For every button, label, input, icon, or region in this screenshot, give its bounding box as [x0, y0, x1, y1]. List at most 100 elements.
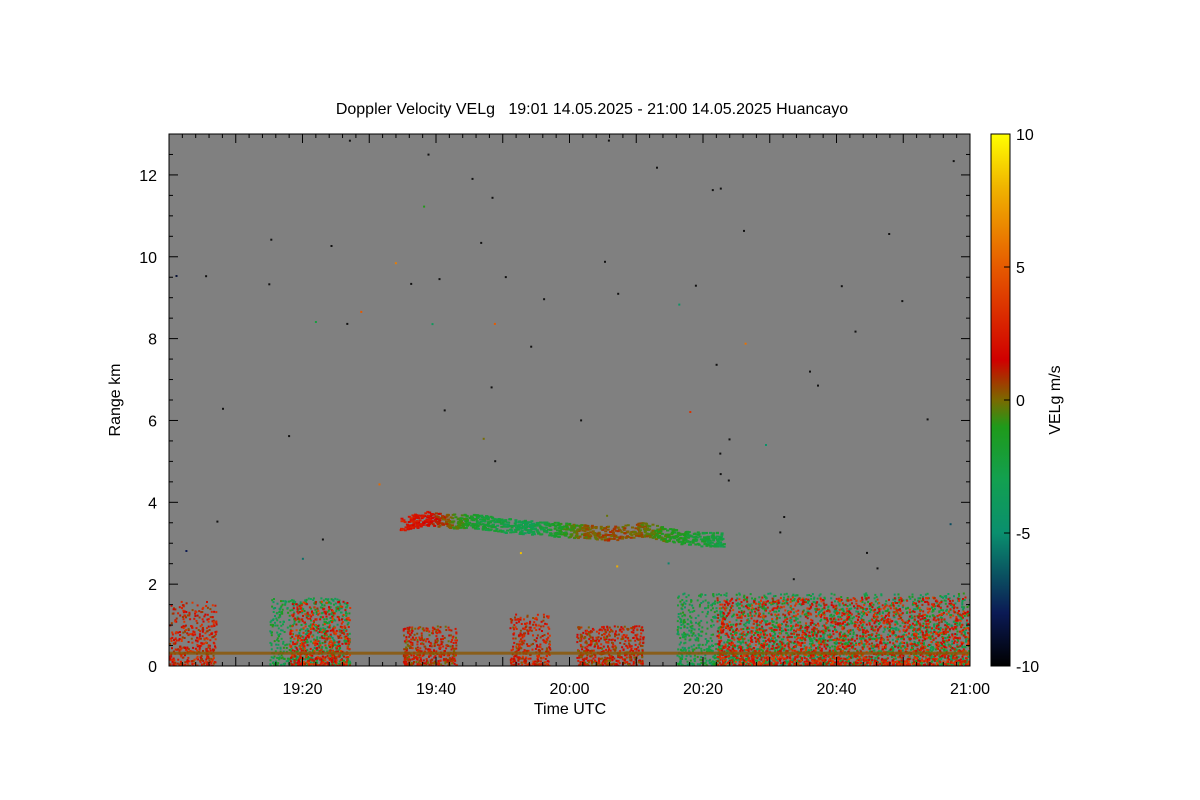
echo-pixel — [303, 647, 306, 650]
echo-pixel — [957, 663, 960, 666]
echo-pixel — [823, 632, 826, 635]
echo-pixel — [212, 650, 215, 653]
echo-pixel — [689, 615, 692, 618]
echo-pixel — [596, 662, 599, 665]
echo-pixel — [404, 663, 407, 666]
echo-pixel — [339, 605, 342, 608]
echo-pixel — [585, 642, 588, 645]
echo-pixel — [270, 644, 273, 647]
echo-pixel — [429, 648, 432, 651]
echo-pixel — [826, 634, 829, 637]
echo-pixel — [776, 603, 779, 606]
echo-pixel — [711, 639, 713, 642]
echo-pixel — [321, 646, 324, 648]
echo-pixel — [816, 597, 819, 600]
echo-pixel — [187, 627, 190, 630]
echo-pixel — [329, 602, 332, 605]
echo-pixel — [844, 642, 847, 645]
echo-pixel — [432, 664, 435, 666]
echo-pixel — [337, 617, 340, 620]
echo-pixel — [831, 625, 834, 628]
echo-pixel — [852, 631, 855, 634]
echo-pixel — [301, 620, 304, 623]
echo-pixel — [187, 633, 190, 636]
echo-pixel — [783, 596, 785, 599]
echo-pixel — [214, 621, 217, 624]
echo-pixel — [613, 657, 616, 660]
echo-data-layer — [169, 139, 970, 666]
echo-pixel — [936, 631, 939, 634]
echo-pixel — [296, 606, 299, 609]
echo-pixel — [764, 620, 767, 623]
echo-pixel — [946, 640, 949, 643]
echo-pixel — [406, 643, 409, 646]
echo-pixel — [408, 655, 410, 658]
echo-pixel — [774, 649, 777, 652]
echo-pixel — [838, 603, 841, 606]
echo-pixel — [772, 625, 775, 628]
echo-pixel — [919, 609, 921, 611]
echo-pixel — [781, 623, 783, 625]
echo-pixel — [851, 622, 854, 625]
echo-pixel — [548, 634, 551, 637]
echo-pixel — [277, 633, 280, 636]
echo-pixel — [699, 630, 702, 633]
echo-pixel — [584, 641, 587, 644]
echo-pixel — [790, 626, 793, 629]
echo-pixel — [438, 644, 441, 647]
echo-pixel — [711, 607, 714, 610]
echo-pixel — [349, 654, 351, 657]
echo-pixel — [895, 628, 898, 631]
echo-pixel — [172, 612, 175, 615]
echo-pixel — [283, 631, 286, 633]
echo-pixel — [840, 608, 843, 611]
echo-pixel — [333, 660, 336, 663]
echo-pixel — [835, 629, 838, 632]
echo-pixel — [287, 660, 290, 662]
echo-pixel — [276, 637, 279, 640]
echo-pixel — [308, 625, 311, 628]
echo-pixel — [182, 656, 185, 659]
echo-pixel — [830, 597, 833, 600]
echo-pixel — [601, 662, 604, 665]
echo-pixel — [345, 611, 347, 614]
echo-pixel — [312, 597, 315, 600]
echo-region — [289, 600, 352, 666]
echo-pixel — [628, 645, 631, 648]
echo-pixel — [712, 624, 715, 627]
echo-pixel — [336, 605, 339, 608]
echo-pixel — [178, 649, 181, 652]
echo-pixel — [709, 648, 712, 651]
echo-pixel — [616, 625, 619, 628]
echo-pixel — [451, 656, 454, 659]
echo-pixel — [698, 621, 701, 624]
echo-pixel — [197, 629, 200, 631]
echo-pixel — [946, 636, 949, 639]
echo-pixel — [886, 623, 889, 625]
echo-pixel — [284, 662, 286, 665]
echo-pixel — [201, 611, 204, 613]
echo-pixel — [588, 661, 590, 664]
echo-pixel — [691, 663, 694, 666]
echo-pixel — [769, 592, 772, 595]
echo-pixel — [345, 619, 348, 622]
echo-pixel — [426, 661, 429, 664]
echo-pixel — [692, 644, 695, 647]
echo-pixel — [695, 639, 697, 642]
echo-pixel — [318, 640, 321, 643]
echo-pixel — [524, 622, 526, 625]
echo-pixel — [309, 598, 312, 600]
echo-pixel — [632, 631, 635, 634]
echo-pixel — [344, 609, 347, 612]
echo-pixel — [180, 655, 183, 658]
echo-pixel — [180, 640, 183, 642]
echo-pixel — [312, 623, 315, 626]
echo-pixel — [608, 634, 611, 637]
echo-pixel — [764, 662, 767, 665]
echo-pixel — [698, 643, 701, 646]
echo-pixel — [699, 663, 701, 666]
echo-pixel — [586, 645, 589, 648]
echo-pixel — [310, 656, 313, 659]
echo-pixel — [871, 627, 874, 630]
echo-pixel — [584, 650, 587, 652]
